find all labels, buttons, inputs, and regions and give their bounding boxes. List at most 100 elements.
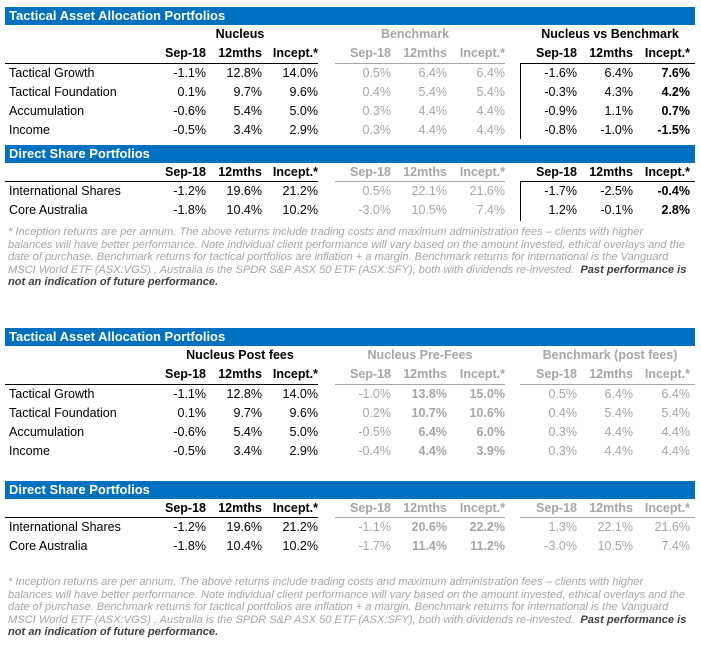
- table-cell: 1.2%: [548, 203, 578, 217]
- col-header: Incept.*: [644, 367, 690, 381]
- table-cell: -1.1%: [173, 66, 206, 80]
- table-cell: 9.6%: [289, 406, 319, 420]
- table-cell: 0.3%: [548, 444, 578, 458]
- col-header: 12mths: [589, 501, 633, 515]
- table-cell: -0.4%: [358, 444, 391, 458]
- col-header: Sep-18: [165, 501, 206, 515]
- table-cell: 10.2%: [282, 539, 318, 553]
- table-cell: 0.1%: [177, 85, 207, 99]
- row-label: Accumulation: [9, 104, 85, 118]
- table-cell: -0.4%: [657, 184, 690, 198]
- table-cell: 21.6%: [469, 184, 505, 198]
- table-cell: 19.6%: [226, 520, 262, 534]
- divider: [335, 384, 505, 385]
- col-header: Incept.*: [459, 46, 505, 60]
- table-cell: 12.8%: [226, 387, 262, 401]
- table-cell: -1.0%: [358, 387, 391, 401]
- table-cell: 21.2%: [282, 184, 318, 198]
- footnote-2: * Inception returns are per annum. The a…: [8, 576, 690, 639]
- table-cell: 5.4%: [604, 406, 634, 420]
- table-cell: 0.5%: [548, 387, 578, 401]
- table-cell: -0.3%: [544, 85, 577, 99]
- col-header: Incept.*: [644, 165, 690, 179]
- group-header-benchmark-post: Benchmark (post fees): [542, 348, 678, 362]
- table-cell: -1.2%: [173, 520, 206, 534]
- table-cell: 6.0%: [476, 425, 506, 439]
- table-cell: 0.4%: [362, 85, 392, 99]
- table-cell: -0.6%: [173, 104, 206, 118]
- table-cell: 0.5%: [362, 66, 392, 80]
- table-cell: 10.4%: [226, 203, 262, 217]
- col-header: Sep-18: [350, 501, 391, 515]
- col-header: Incept.*: [459, 367, 505, 381]
- group-header-benchmark: Benchmark: [380, 27, 450, 41]
- table-cell: 7.4%: [476, 203, 506, 217]
- table-cell: 6.4%: [604, 66, 634, 80]
- table-cell: 9.7%: [233, 85, 263, 99]
- table-cell: 1.1%: [604, 104, 634, 118]
- col-header: 12mths: [589, 46, 633, 60]
- table-cell: 12.8%: [226, 66, 262, 80]
- table-cell: 13.8%: [411, 387, 447, 401]
- col-header: Sep-18: [536, 367, 577, 381]
- table-cell: 0.3%: [362, 104, 392, 118]
- table-cell: -0.5%: [173, 444, 206, 458]
- table-cell: 5.4%: [233, 104, 263, 118]
- table-cell: 11.4%: [412, 539, 447, 553]
- col-header: 12mths: [218, 501, 262, 515]
- divider: [5, 181, 318, 182]
- table-cell: 14.0%: [282, 66, 318, 80]
- col-header: Incept.*: [272, 501, 318, 515]
- col-header: Incept.*: [272, 165, 318, 179]
- group-header-pre-fees: Nucleus Pre-Fees: [367, 348, 473, 362]
- table-cell: 3.4%: [233, 444, 263, 458]
- table-cell: 0.4%: [548, 406, 578, 420]
- footnote-text: * Inception returns are per annum. The a…: [8, 576, 686, 626]
- table-cell: 0.3%: [362, 123, 392, 137]
- col-header: 12mths: [218, 46, 262, 60]
- col-header: Incept.*: [459, 501, 505, 515]
- divider: [335, 63, 505, 64]
- col-header: Sep-18: [350, 367, 391, 381]
- table-cell: 9.7%: [233, 406, 263, 420]
- table-cell: 6.4%: [476, 66, 506, 80]
- table-cell: 7.4%: [661, 539, 691, 553]
- footnote-1: * Inception returns are per annum. The a…: [8, 226, 690, 289]
- table-cell: -1.7%: [358, 539, 391, 553]
- table-cell: 2.8%: [661, 203, 691, 217]
- table-cell: -0.5%: [173, 123, 206, 137]
- table-cell: 3.9%: [476, 444, 506, 458]
- footnote-disclaimer: Past performance is not an indication of…: [8, 613, 687, 639]
- table-cell: -1.6%: [544, 66, 577, 80]
- table-cell: 6.4%: [418, 425, 448, 439]
- table-cell: 19.6%: [226, 184, 262, 198]
- row-label: Tactical Growth: [9, 66, 95, 80]
- table-cell: 10.5%: [411, 203, 447, 217]
- table-cell: 11.2%: [470, 539, 505, 553]
- table-cell: -0.8%: [544, 123, 577, 137]
- table-cell: 22.1%: [411, 184, 447, 198]
- col-header: Sep-18: [536, 501, 577, 515]
- table-cell: -0.9%: [544, 104, 577, 118]
- divider: [520, 181, 521, 221]
- col-header: Sep-18: [165, 165, 206, 179]
- table-cell: -0.5%: [358, 425, 391, 439]
- row-label: Core Australia: [9, 539, 88, 553]
- row-label: Core Australia: [9, 203, 88, 217]
- row-label: Income: [9, 444, 50, 458]
- table-cell: 15.0%: [469, 387, 505, 401]
- col-header: 12mths: [218, 165, 262, 179]
- table-cell: 5.4%: [233, 425, 263, 439]
- table-cell: -1.8%: [173, 539, 206, 553]
- footnote-disclaimer: Past performance is not an indication of…: [8, 263, 687, 289]
- table-cell: 10.2%: [282, 203, 318, 217]
- table-cell: 0.3%: [548, 425, 578, 439]
- table-cell: 5.0%: [289, 425, 319, 439]
- table-cell: 6.4%: [604, 387, 634, 401]
- table-cell: 20.6%: [411, 520, 447, 534]
- table-cell: -0.6%: [173, 425, 206, 439]
- dsp-banner-2: Direct Share Portfolios: [5, 481, 695, 499]
- table-cell: -1.2%: [173, 184, 206, 198]
- row-label: International Shares: [9, 520, 121, 534]
- col-header: 12mths: [589, 165, 633, 179]
